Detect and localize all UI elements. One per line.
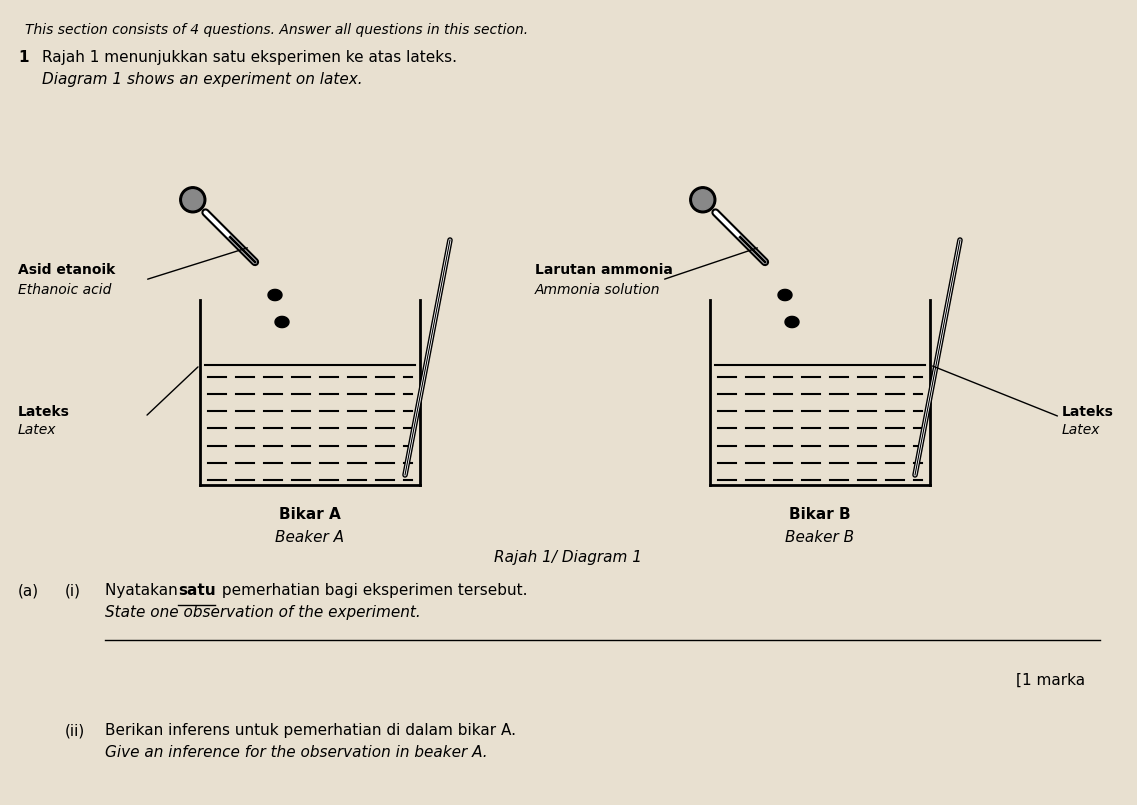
Text: pemerhatian bagi eksperimen tersebut.: pemerhatian bagi eksperimen tersebut. — [217, 583, 528, 598]
Text: Ammonia solution: Ammonia solution — [536, 283, 661, 297]
Polygon shape — [785, 316, 799, 328]
Circle shape — [183, 190, 202, 210]
Text: (a): (a) — [18, 583, 39, 598]
Text: Latex: Latex — [1062, 423, 1101, 437]
Text: Berikan inferens untuk pemerhatian di dalam bikar A.: Berikan inferens untuk pemerhatian di da… — [105, 723, 516, 738]
Text: Rajah 1 menunjukkan satu eksperimen ke atas lateks.: Rajah 1 menunjukkan satu eksperimen ke a… — [42, 50, 457, 65]
Text: Beaker B: Beaker B — [786, 530, 855, 545]
Text: Lateks: Lateks — [1062, 405, 1114, 419]
Text: Nyatakan: Nyatakan — [105, 583, 183, 598]
Text: Larutan ammonia: Larutan ammonia — [536, 263, 673, 277]
Polygon shape — [268, 290, 282, 300]
Polygon shape — [275, 316, 289, 328]
Text: Latex: Latex — [18, 423, 57, 437]
Text: (ii): (ii) — [65, 723, 85, 738]
Text: [1 marka: [1 marka — [1015, 673, 1085, 688]
Text: Lateks: Lateks — [18, 405, 69, 419]
Text: (i): (i) — [65, 583, 81, 598]
Text: Asid etanoik: Asid etanoik — [18, 263, 115, 277]
Text: Rajah 1/ Diagram 1: Rajah 1/ Diagram 1 — [495, 550, 642, 565]
Circle shape — [180, 187, 206, 213]
Text: 1: 1 — [18, 50, 28, 65]
Circle shape — [692, 190, 713, 210]
Text: This section consists of 4 questions. Answer all questions in this section.: This section consists of 4 questions. An… — [25, 23, 528, 37]
Text: Beaker A: Beaker A — [275, 530, 345, 545]
Text: Bikar B: Bikar B — [789, 507, 850, 522]
Text: satu: satu — [179, 583, 216, 598]
Text: Diagram 1 shows an experiment on latex.: Diagram 1 shows an experiment on latex. — [42, 72, 363, 87]
Text: Ethanoic acid: Ethanoic acid — [18, 283, 111, 297]
Text: State one observation of the experiment.: State one observation of the experiment. — [105, 605, 421, 620]
Circle shape — [690, 187, 716, 213]
Polygon shape — [778, 290, 792, 300]
Text: Give an inference for the observation in beaker A.: Give an inference for the observation in… — [105, 745, 488, 760]
Text: Bikar A: Bikar A — [279, 507, 341, 522]
